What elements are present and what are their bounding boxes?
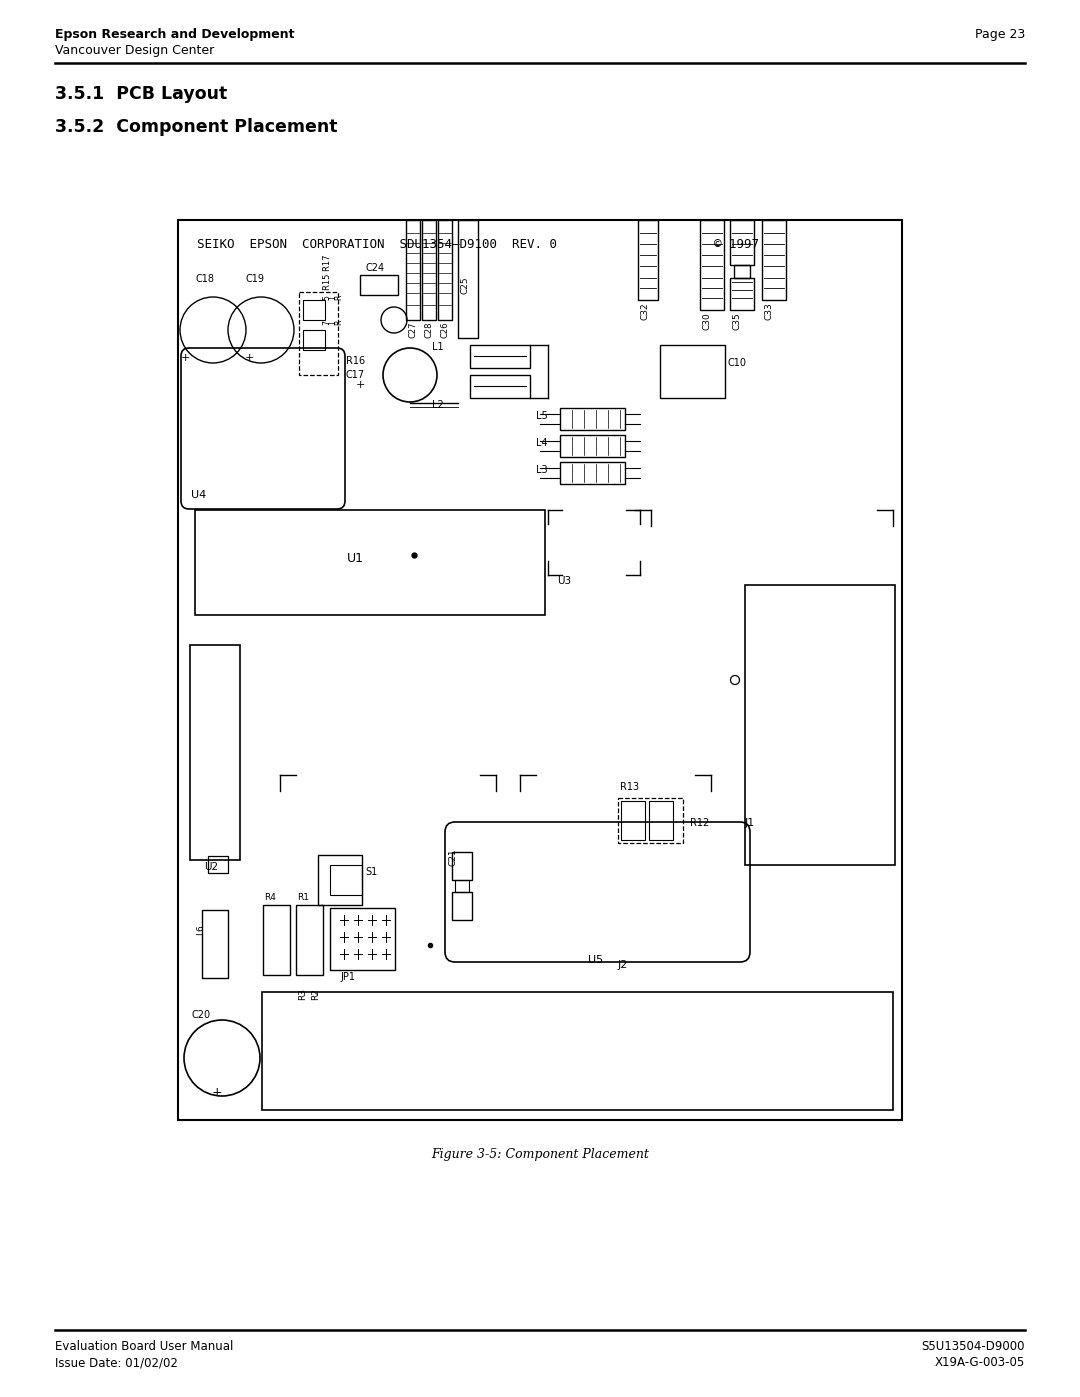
Text: R3: R3 xyxy=(298,988,307,1000)
Text: C19: C19 xyxy=(245,274,264,284)
Text: C21: C21 xyxy=(448,848,457,866)
Text: R1: R1 xyxy=(297,893,309,902)
Text: L3: L3 xyxy=(537,465,548,475)
Text: Figure 3-5: Component Placement: Figure 3-5: Component Placement xyxy=(431,1148,649,1161)
Text: C28: C28 xyxy=(424,321,433,338)
Text: C32: C32 xyxy=(642,302,650,320)
Text: S1: S1 xyxy=(365,868,377,877)
Text: C17: C17 xyxy=(346,370,365,380)
Text: C18: C18 xyxy=(195,274,214,284)
Text: C30: C30 xyxy=(703,312,712,330)
Text: Issue Date: 01/02/02: Issue Date: 01/02/02 xyxy=(55,1356,178,1369)
Text: L1: L1 xyxy=(432,342,444,352)
Text: 1: 1 xyxy=(328,320,337,324)
Text: L5: L5 xyxy=(537,411,548,420)
Text: R: R xyxy=(334,320,343,326)
Text: X19A-G-003-05: X19A-G-003-05 xyxy=(935,1356,1025,1369)
Text: U2: U2 xyxy=(204,862,218,872)
Text: +: + xyxy=(212,1085,222,1098)
Text: C33: C33 xyxy=(765,302,774,320)
Text: 5: 5 xyxy=(322,295,330,300)
Text: U3: U3 xyxy=(557,576,571,585)
Text: U5: U5 xyxy=(588,956,603,965)
Text: © 1997: © 1997 xyxy=(714,237,759,251)
Text: J2: J2 xyxy=(618,960,629,970)
Text: C10: C10 xyxy=(727,358,746,367)
Text: C27: C27 xyxy=(408,321,417,338)
Text: 3.5.1  PCB Layout: 3.5.1 PCB Layout xyxy=(55,85,227,103)
Text: Page 23: Page 23 xyxy=(975,28,1025,41)
Text: 1: 1 xyxy=(328,295,337,300)
Text: Epson Research and Development: Epson Research and Development xyxy=(55,28,295,41)
Text: +: + xyxy=(356,380,365,390)
Text: +: + xyxy=(245,353,255,363)
Text: R12: R12 xyxy=(690,819,710,828)
Text: C26: C26 xyxy=(440,321,449,338)
Text: C25: C25 xyxy=(461,277,470,293)
Text: C20: C20 xyxy=(192,1010,211,1020)
Text: 3.5.2  Component Placement: 3.5.2 Component Placement xyxy=(55,117,337,136)
Text: L2: L2 xyxy=(432,400,444,409)
Text: J1: J1 xyxy=(745,819,755,828)
Text: JP1: JP1 xyxy=(340,972,355,982)
Text: R2: R2 xyxy=(311,988,320,1000)
Text: C35: C35 xyxy=(733,312,742,330)
Text: L6: L6 xyxy=(195,925,205,936)
Text: R13: R13 xyxy=(620,782,639,792)
Text: Evaluation Board User Manual: Evaluation Board User Manual xyxy=(55,1340,233,1354)
Text: R4: R4 xyxy=(264,893,275,902)
Text: Vancouver Design Center: Vancouver Design Center xyxy=(55,43,214,57)
Text: SEIKO  EPSON  CORPORATION  SDU1354–D9100  REV. 0: SEIKO EPSON CORPORATION SDU1354–D9100 RE… xyxy=(197,237,557,251)
Text: R15 R17: R15 R17 xyxy=(323,254,332,291)
Text: S5U13504-D9000: S5U13504-D9000 xyxy=(921,1340,1025,1354)
Text: U1: U1 xyxy=(347,552,364,564)
Text: L4: L4 xyxy=(537,439,548,448)
Text: 7: 7 xyxy=(322,320,330,326)
Text: R: R xyxy=(334,295,343,300)
Text: R16: R16 xyxy=(346,356,365,366)
Text: +: + xyxy=(181,353,190,363)
Text: U4: U4 xyxy=(191,490,206,500)
Text: C24: C24 xyxy=(365,263,384,272)
